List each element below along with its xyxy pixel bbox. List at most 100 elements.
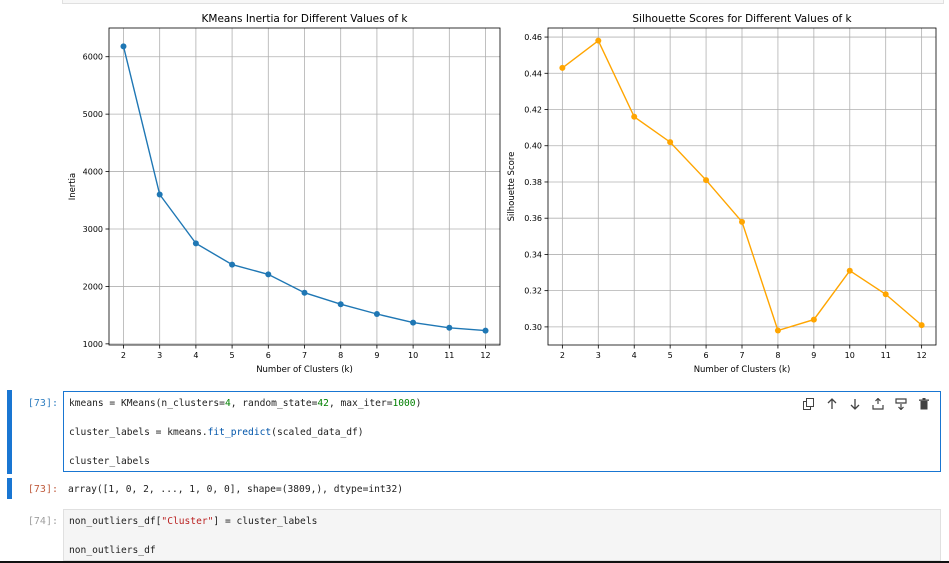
y-tick-label: 1000 (83, 340, 103, 349)
code-line-3: cluster_labels (69, 456, 150, 467)
code-line-1: kmeans = KMeans(n_clusters=4, random_sta… (69, 398, 422, 409)
insert-above-icon (871, 398, 884, 410)
x-tick-label: 5 (668, 351, 673, 360)
data-point (156, 191, 163, 198)
output-prompt: [73]: (27, 484, 58, 495)
x-tick-label: 12 (480, 351, 490, 360)
output-text: array([1, 0, 2, ..., 1, 0, 0], shape=(38… (68, 484, 404, 495)
chart-title: KMeans Inertia for Different Values of k (202, 13, 409, 25)
y-tick-label: 6000 (83, 53, 103, 62)
x-tick-label: 2 (121, 351, 126, 360)
output-area-73: [73]: array([1, 0, 2, ..., 1, 0, 0], sha… (0, 478, 949, 500)
data-point (337, 301, 344, 308)
data-point (667, 139, 674, 146)
x-axis-label: Number of Clusters (k) (256, 365, 353, 375)
y-tick-label: 0.40 (524, 142, 542, 151)
y-axis-label: Inertia (68, 173, 78, 201)
data-point (301, 289, 308, 296)
x-tick-label: 10 (408, 351, 418, 360)
output-indicator[interactable] (7, 478, 12, 499)
y-tick-label: 0.46 (524, 33, 542, 42)
active-cell-indicator[interactable] (7, 390, 12, 474)
move-up-icon (827, 398, 836, 409)
x-tick-label: 10 (845, 351, 855, 360)
y-tick-label: 0.32 (524, 287, 542, 296)
data-point (410, 319, 417, 326)
data-point (229, 261, 236, 268)
chart-output: 2 3 4 5 6 7 8 9 10 11 12 1000 2000 3000 4000 5000 6000 KM… (68, 13, 937, 375)
window-bottom-border (0, 561, 949, 563)
data-point (810, 316, 817, 323)
previous-cell-edge (62, 0, 944, 4)
x-tick-label: 3 (596, 351, 601, 360)
data-point (192, 240, 199, 247)
code-cell-73[interactable]: [73]: kmeans = KMeans(n_clusters=4, rand… (0, 390, 949, 474)
code-line-1: non_outliers_df["Cluster"] = cluster_lab… (69, 516, 318, 527)
data-point (446, 324, 453, 331)
x-tick-label: 7 (739, 351, 744, 360)
x-tick-label: 11 (444, 351, 454, 360)
data-point (739, 218, 745, 225)
y-tick-label: 0.38 (524, 178, 542, 187)
chart-title: Silhouette Scores for Different Values o… (632, 13, 852, 25)
code-line-2: non_outliers_df (69, 545, 156, 556)
x-tick-label: 6 (266, 351, 271, 360)
x-tick-label: 9 (374, 351, 379, 360)
x-tick-label: 8 (338, 351, 343, 360)
y-tick-label: 0.34 (524, 250, 542, 259)
cell-toolbar (800, 396, 932, 412)
data-point (846, 267, 853, 274)
x-tick-label: 4 (632, 351, 637, 360)
data-point (882, 291, 889, 298)
input-prompt: [73]: (27, 398, 58, 409)
x-tick-label: 6 (704, 351, 709, 360)
move-up-button[interactable] (823, 396, 840, 412)
y-tick-label: 0.42 (524, 106, 542, 115)
y-axis-label: Silhouette Score (507, 152, 517, 222)
x-tick-label: 9 (811, 351, 816, 360)
y-tick-label: 0.30 (524, 323, 542, 332)
duplicate-cell-icon (802, 398, 814, 410)
x-tick-label: 3 (157, 351, 162, 360)
y-tick-label: 3000 (83, 225, 103, 234)
insert-below-icon (894, 398, 907, 410)
y-tick-label: 4000 (83, 168, 103, 177)
code-line-2: cluster_labels = kmeans.fit_predict(scal… (69, 427, 364, 438)
data-point (595, 37, 602, 44)
y-tick-label: 0.36 (524, 214, 542, 223)
move-down-button[interactable] (846, 396, 863, 412)
data-point (120, 43, 127, 50)
delete-cell-icon (918, 398, 929, 410)
move-down-icon (850, 399, 859, 410)
y-tick-label: 0.44 (524, 69, 542, 78)
code-editor[interactable]: non_outliers_df["Cluster"] = cluster_lab… (63, 509, 941, 561)
insert-below-button[interactable] (892, 396, 909, 412)
y-tick-label: 2000 (83, 282, 103, 291)
duplicate-cell-button[interactable] (800, 396, 817, 412)
data-point (559, 64, 566, 71)
code-cell-74[interactable]: [74]: non_outliers_df["Cluster"] = clust… (0, 508, 949, 561)
x-tick-label: 7 (302, 351, 307, 360)
x-tick-label: 11 (881, 351, 891, 360)
x-tick-label: 2 (560, 351, 565, 360)
delete-cell-button[interactable] (915, 396, 932, 412)
data-point (774, 327, 781, 334)
plot-frame (547, 27, 937, 346)
data-point (373, 310, 380, 317)
plot-frame (108, 27, 501, 346)
y-tick-label: 5000 (83, 110, 103, 119)
x-tick-label: 12 (917, 351, 927, 360)
code-editor[interactable]: kmeans = KMeans(n_clusters=4, random_sta… (63, 391, 941, 472)
data-point (482, 327, 489, 334)
inertia-chart: 2 3 4 5 6 7 8 9 10 11 12 1000 2000 3000 4000 5000 6000 KM… (68, 13, 501, 375)
x-tick-label: 5 (230, 351, 235, 360)
insert-above-button[interactable] (869, 396, 886, 412)
data-point (265, 271, 272, 278)
silhouette-chart: 2 3 4 5 6 7 8 9 10 11 12 0.30 0.32 0.34 0.36 0.38 0.40 0.… (507, 13, 937, 375)
data-point (918, 322, 925, 329)
data-point (631, 113, 638, 120)
x-tick-label: 4 (193, 351, 198, 360)
data-point (703, 177, 710, 184)
input-prompt: [74]: (27, 516, 58, 527)
x-tick-label: 8 (775, 351, 780, 360)
